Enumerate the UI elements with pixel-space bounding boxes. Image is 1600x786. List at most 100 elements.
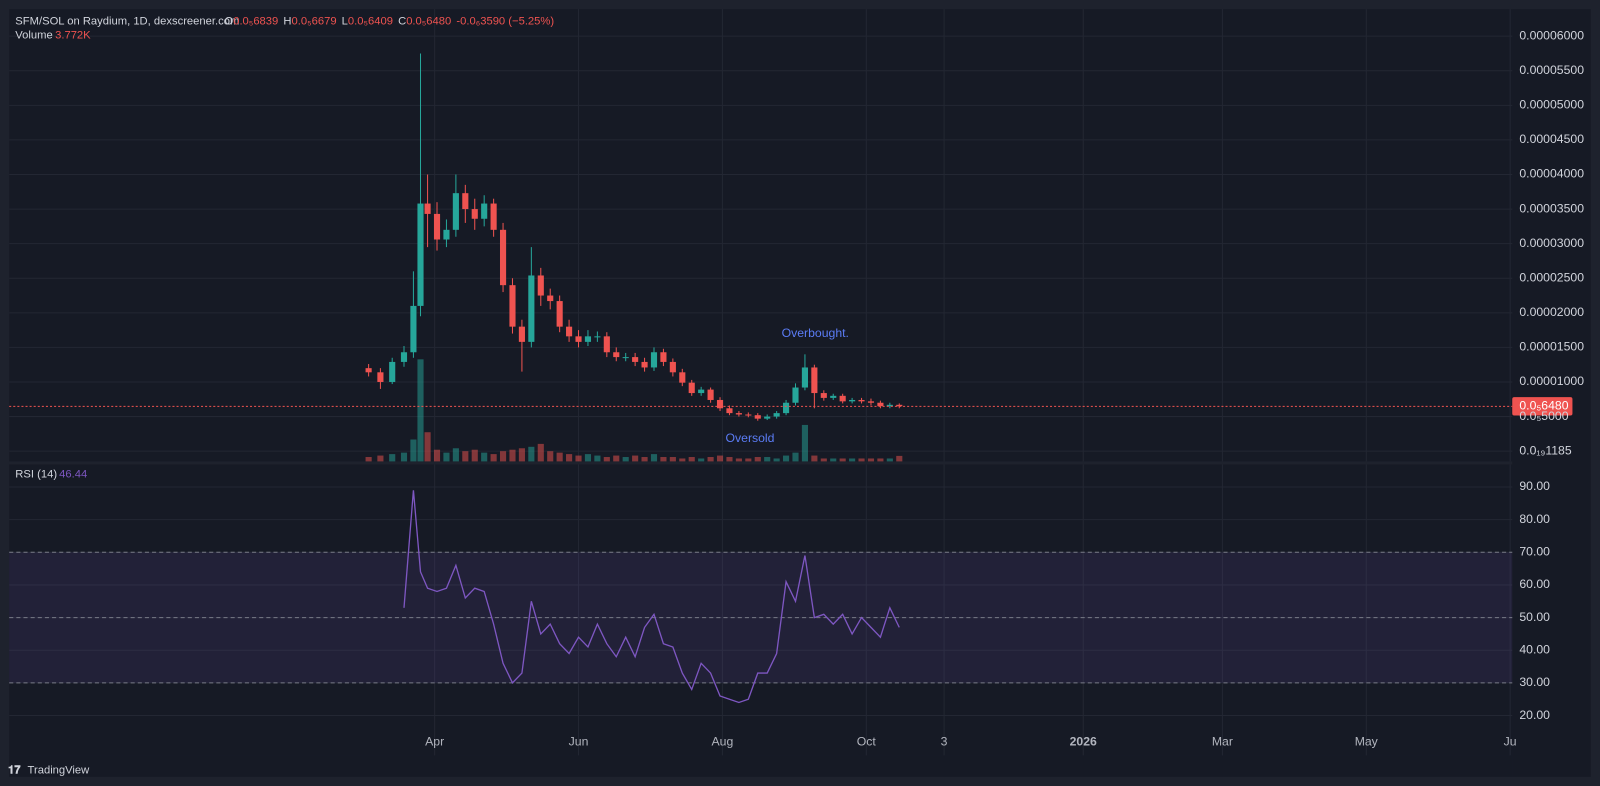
y-tick-label: 0.00006000 [1519, 28, 1584, 42]
price-axis [1512, 9, 1591, 777]
volume-bar [452, 448, 459, 462]
candle-body [566, 326, 573, 337]
brand-logo[interactable]: 𝟏𝟕 [8, 765, 21, 777]
volume-bar [410, 439, 417, 462]
legend-key: C [398, 15, 406, 27]
volume-bar [443, 452, 450, 462]
y-tick-label: 60.00 [1519, 577, 1550, 591]
volume-bar [509, 449, 516, 462]
y-tick-label: 30.00 [1519, 675, 1550, 689]
volume-bar [424, 432, 431, 462]
volume-bar [849, 458, 856, 462]
candle-body [754, 415, 761, 419]
candle-body [688, 382, 695, 394]
x-tick-label: Oct [857, 734, 877, 748]
volume-bar [603, 457, 610, 462]
volume-bar [584, 454, 592, 462]
rsi-label: RSI (14) [15, 469, 57, 481]
volume-bar [641, 457, 648, 462]
volume-bar [575, 455, 582, 462]
candle-body [424, 203, 431, 214]
y-tick-label: 80.00 [1519, 512, 1550, 526]
volume-bar [547, 451, 554, 462]
candle-body [707, 389, 714, 400]
x-tick-label: Apr [425, 734, 444, 748]
candle-body [433, 213, 441, 240]
x-tick-label: Ju [1504, 734, 1517, 748]
candle-body [669, 361, 676, 373]
legend-key: L [342, 15, 348, 27]
volume-bar [377, 455, 384, 462]
x-tick-label: Mar [1212, 734, 1233, 748]
rsi-value: 46.44 [59, 469, 87, 481]
volume-bar [650, 454, 658, 462]
volume-bar [471, 449, 478, 462]
y-tick-label: 0.00002000 [1519, 305, 1584, 319]
volume-bar [417, 359, 424, 462]
volume-bar [481, 452, 488, 462]
candle-body [594, 336, 601, 338]
volume-bar [811, 455, 818, 462]
volume-bar [698, 458, 705, 462]
volume-bar [839, 458, 846, 462]
candle-body [801, 367, 808, 388]
volume-bar [820, 458, 827, 462]
current-price-label: 0.0₅6480 [1519, 399, 1568, 413]
volume-bar [566, 454, 573, 462]
y-tick-label: 0.00001500 [1519, 340, 1584, 354]
candle-body [764, 416, 771, 419]
candle-body [490, 203, 497, 230]
candle-body [410, 305, 417, 353]
annotation: Overbought. [782, 326, 849, 340]
candle-body [622, 357, 629, 359]
candle-body [584, 336, 592, 342]
candle-body [867, 401, 875, 403]
volume-bar [886, 458, 893, 462]
x-tick-label: May [1355, 734, 1379, 748]
grid [9, 9, 1513, 756]
volume-value: 3.772K [55, 30, 91, 42]
volume-bar [669, 457, 676, 462]
legend-key: O [224, 15, 233, 27]
volume-bar [518, 448, 525, 462]
candle-body [417, 203, 424, 306]
volume-bar [896, 455, 903, 462]
volume-bar [764, 457, 771, 462]
candle-body [389, 361, 396, 382]
candle-body [603, 336, 610, 353]
y-tick-label: 70.00 [1519, 545, 1550, 559]
brand[interactable]: TradingView [28, 765, 91, 777]
x-tick-label: Aug [712, 734, 734, 748]
volume-bar [773, 458, 780, 462]
legend-value: 0.0₅6679 [292, 15, 337, 27]
candle-body [365, 368, 372, 373]
y-tick-label: 0.00005000 [1519, 98, 1584, 112]
y-tick-label: 0.00003000 [1519, 236, 1584, 250]
volume-bar [632, 455, 639, 462]
candle-body [792, 387, 799, 403]
volume-bar [858, 458, 865, 462]
legend-change: -0.0₆3590 (−5.25%) [456, 15, 554, 27]
volume-bar [801, 424, 808, 462]
candle-body [773, 413, 780, 417]
volume-bar [528, 446, 535, 462]
candle-body [443, 229, 450, 240]
y-tick-label: 0.00003500 [1519, 201, 1584, 215]
candle-body [896, 404, 903, 407]
y-tick-label: 0.00004500 [1519, 132, 1584, 146]
current-price-box [1512, 397, 1573, 416]
candle-body [745, 414, 752, 416]
volume-bar [556, 452, 563, 462]
volume-label: Volume [15, 30, 52, 42]
y-tick-label: 40.00 [1519, 642, 1550, 656]
volume-bar [726, 457, 733, 462]
y-tick-label: 0.00004000 [1519, 167, 1584, 181]
volume-bar [389, 454, 396, 462]
labels: SFM/SOL on Raydium, 1D, dexscreener.com … [8, 15, 1584, 776]
candle-body [377, 372, 384, 382]
candle-body [726, 408, 733, 414]
price-pane [9, 9, 1513, 462]
candle-body [660, 352, 667, 362]
